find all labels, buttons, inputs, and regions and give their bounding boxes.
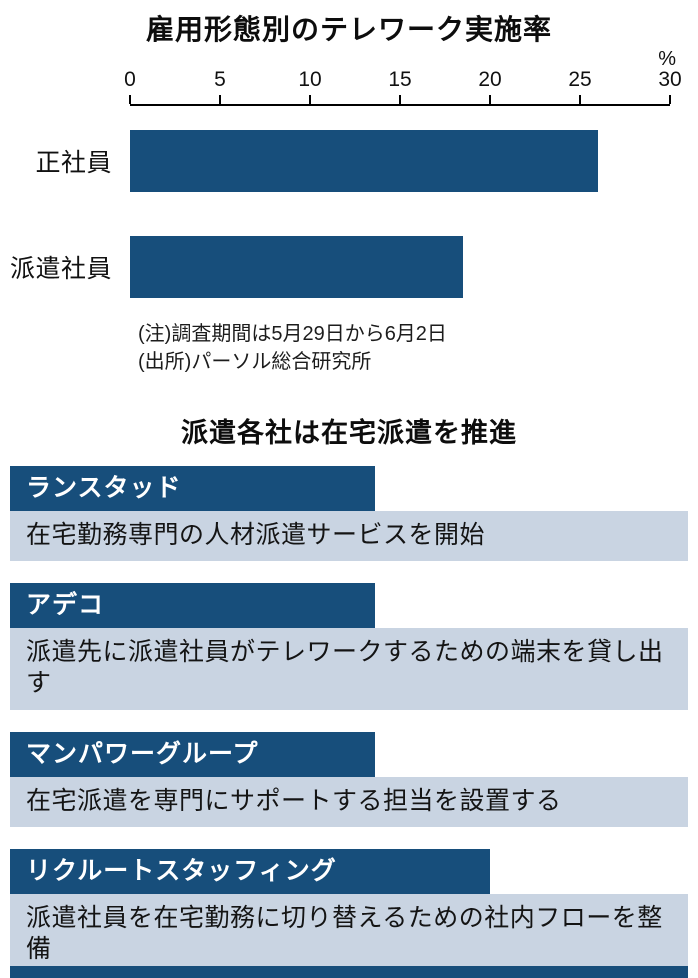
tick-label: 5 xyxy=(214,68,226,91)
chart-bars: 正社員 派遣社員 xyxy=(0,130,698,298)
tick-mark xyxy=(579,95,581,104)
tick-mark xyxy=(399,95,401,104)
company-panels: ランスタッド 在宅勤務専門の人材派遣サービスを開始 アデコ 派遣先に派遣社員がテ… xyxy=(10,465,688,976)
chart-axis-area: % 0 5 10 15 xyxy=(124,48,682,106)
panel-manpowergroup: マンパワーグループ 在宅派遣を専門にサポートする担当を設置する xyxy=(10,731,688,827)
telework-rate-chart: 雇用形態別のテレワーク実施率 % 0 5 10 15 xyxy=(0,0,698,377)
chart-notes: (注)調査期間は5月29日から6月2日 (出所)パーソル総合研究所 xyxy=(138,320,698,377)
tick-label: 0 xyxy=(124,68,136,91)
x-axis: 0 5 10 15 20 xyxy=(124,50,682,106)
tick-mark xyxy=(489,95,491,104)
section-title: 派遣各社は在宅派遣を推進 xyxy=(181,417,517,448)
company-initiative-text: 在宅勤務専門の人材派遣サービスを開始 xyxy=(10,510,688,562)
panel-randstad: ランスタッド 在宅勤務専門の人材派遣サービスを開始 xyxy=(10,465,688,562)
company-name-header: ランスタッド xyxy=(10,465,375,511)
bar-track xyxy=(130,236,670,298)
tick-label: 15 xyxy=(388,68,412,91)
company-initiative-text: 在宅派遣を専門にサポートする担当を設置する xyxy=(10,776,688,827)
bar-row-dispatched-employee: 派遣社員 xyxy=(0,236,698,298)
bar-regular-employee xyxy=(130,130,598,192)
category-label: 派遣社員 xyxy=(9,255,112,283)
panel-recruit-staffing: リクルートスタッフィング 派遣社員を在宅勤務に切り替えるための社内フローを整備 xyxy=(10,848,688,976)
company-name-header: アデコ xyxy=(10,583,375,629)
tick-label: 25 xyxy=(568,68,592,91)
tick-mark xyxy=(669,95,671,104)
category-label: 正社員 xyxy=(35,149,112,177)
company-initiative-text: 派遣先に派遣社員がテレワークするための端末を貸し出す xyxy=(10,628,688,710)
bottom-rule-bar xyxy=(10,966,688,978)
bar-dispatched-employee xyxy=(130,236,463,298)
tick-mark xyxy=(219,95,221,104)
chart-title: 雇用形態別のテレワーク実施率 xyxy=(145,14,552,45)
company-name-header: リクルートスタッフィング xyxy=(10,848,490,894)
tick-label: 10 xyxy=(298,68,322,91)
tick-label: 20 xyxy=(478,68,502,91)
tick-label: 30 xyxy=(658,68,682,91)
bar-track xyxy=(130,130,670,192)
note-survey-period: (注)調査期間は5月29日から6月2日 xyxy=(138,323,447,345)
bar-row-regular-employee: 正社員 xyxy=(0,130,698,192)
tick-mark xyxy=(129,95,131,104)
note-source: (出所)パーソル総合研究所 xyxy=(138,351,372,374)
tick-mark xyxy=(309,95,311,104)
company-initiative-text: 派遣社員を在宅勤務に切り替えるための社内フローを整備 xyxy=(10,893,688,976)
percent-unit-label: % xyxy=(658,48,676,70)
company-initiatives-section: 派遣各社は在宅派遣を推進 ランスタッド 在宅勤務専門の人材派遣サービスを開始 ア… xyxy=(0,411,698,976)
panel-adecco: アデコ 派遣先に派遣社員がテレワークするための端末を貸し出す xyxy=(10,583,688,710)
company-name-header: マンパワーグループ xyxy=(10,731,375,777)
